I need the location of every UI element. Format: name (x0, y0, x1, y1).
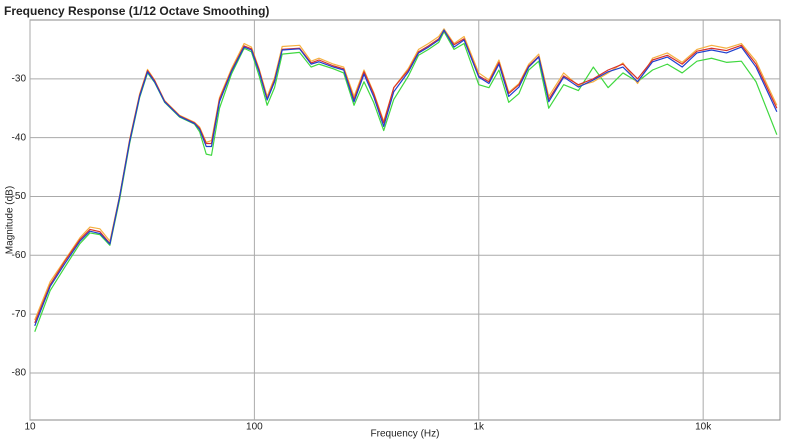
x-axis-label: Frequency (Hz) (371, 429, 440, 440)
x-tick-label: 10 (24, 422, 36, 433)
series-line (34, 29, 778, 324)
plot-area (29, 19, 781, 421)
x-tick-label: 10k (695, 422, 712, 433)
y-tick-label: -60 (12, 250, 27, 261)
y-tick-label: -70 (12, 309, 27, 320)
series-line (34, 29, 778, 327)
y-tick-label: -40 (12, 132, 27, 143)
y-tick-label: -30 (12, 73, 27, 84)
y-tick-label: -50 (12, 191, 27, 202)
chart-title: Frequency Response (1/12 Octave Smoothin… (4, 4, 269, 18)
y-axis-label: Magnitude (dB) (5, 186, 16, 254)
y-tick-label: -80 (12, 368, 27, 379)
x-tick-label: 1k (473, 422, 485, 433)
x-tick-label: 100 (246, 422, 263, 433)
